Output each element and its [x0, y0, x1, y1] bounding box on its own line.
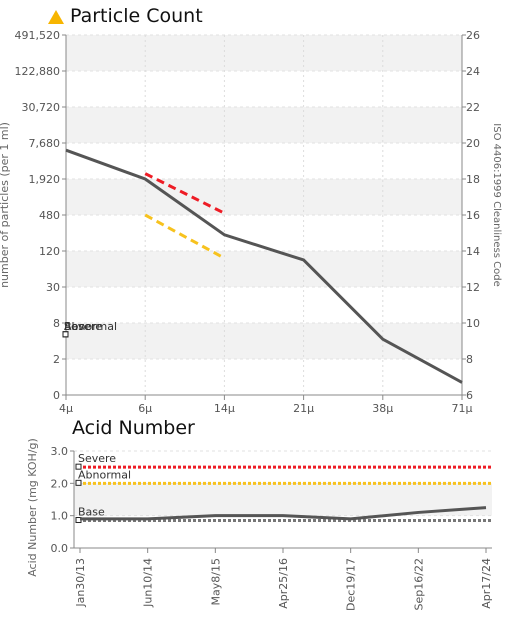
- threshold-marker-abnormal: [75, 479, 82, 486]
- x-tick-label: 71μ: [452, 402, 473, 415]
- x-tick-label: 4μ: [59, 402, 73, 415]
- y-tick-label: 30,720: [22, 101, 61, 114]
- y-tick-label: 2: [53, 353, 60, 366]
- y2-tick-label: 24: [466, 65, 480, 78]
- y2-tick-label: 8: [466, 353, 473, 366]
- x-tick-label: Jan30/13: [74, 558, 87, 608]
- acid-series-line: [80, 506, 487, 521]
- y-tick-label: 3.0: [51, 445, 69, 458]
- threshold-label-base: Base: [78, 506, 105, 519]
- acid-number-chart: Acid Number 0.0 1.0 2.0 3.0 Acid Number (mg K…: [26, 417, 493, 611]
- y-tick-label: 0: [53, 389, 60, 402]
- y2-tick-label: 20: [466, 137, 480, 150]
- limit-line-severe: [144, 172, 226, 215]
- threshold-label-severe: Severe: [78, 452, 116, 465]
- particle-count-chart: Particle Count 0 2 8 30 120 480 1,920 7,680 30,72…: [0, 5, 502, 415]
- y-tick-label: 491,520: [15, 29, 61, 42]
- x-tick-label: 38μ: [372, 402, 393, 415]
- y-tick-label: 30: [46, 281, 60, 294]
- chart-title: Particle Count: [70, 5, 203, 27]
- y-axis-title: Acid Number (mg KOH/g): [26, 438, 39, 577]
- y-tick-label: 122,880: [15, 65, 61, 78]
- y-tick-label: 480: [39, 209, 60, 222]
- x-tick-label: Apr17/24: [480, 558, 493, 609]
- y2-tick-label: 6: [466, 389, 473, 402]
- y2-tick-label: 26: [466, 29, 480, 42]
- x-tick-label: Apr25/16: [277, 558, 290, 609]
- y2-tick-label: 14: [466, 245, 480, 258]
- y-axis-title: number of particles (per 1 ml): [0, 122, 11, 288]
- grid-band: [66, 35, 462, 71]
- y-tick-label: 8: [53, 317, 60, 330]
- y2-axis-title: ISO 4406:1999 Cleanliness Code: [491, 123, 502, 286]
- y2-tick-label: 18: [466, 173, 480, 186]
- y-tick-label: 7,680: [29, 137, 61, 150]
- threshold-marker-severe: [75, 463, 82, 470]
- marker-label-base: Base: [64, 320, 91, 333]
- grid-band: [66, 251, 462, 287]
- y2-tick-label: 22: [466, 101, 480, 114]
- marker-box-base: [62, 331, 69, 338]
- y2-tick-label: 10: [466, 317, 480, 330]
- x-tick-label: May8/15: [209, 558, 222, 605]
- grid-band: [66, 179, 462, 215]
- particle-series-line: [65, 148, 463, 384]
- y-tick-label: 2.0: [51, 477, 69, 490]
- warning-triangle-icon: [48, 10, 64, 24]
- y2-tick-label: 16: [466, 209, 480, 222]
- x-tick-label: 21μ: [293, 402, 314, 415]
- x-tick-label: 14μ: [214, 402, 235, 415]
- y-tick-label: 1,920: [29, 173, 61, 186]
- limit-line-abnormal: [144, 213, 226, 260]
- y-tick-label: 0.0: [51, 542, 69, 555]
- grid-band: [74, 483, 492, 516]
- threshold-label-abnormal: Abnormal: [78, 468, 131, 481]
- x-tick-label: Sep16/22: [412, 558, 425, 610]
- chart-title: Acid Number: [72, 417, 195, 439]
- y2-tick-label: 12: [466, 281, 480, 294]
- y-tick-label: 120: [39, 245, 60, 258]
- grid-band: [66, 107, 462, 143]
- grid-band: [66, 323, 462, 359]
- x-tick-label: Dec19/17: [345, 558, 358, 611]
- x-tick-label: 6μ: [138, 402, 152, 415]
- x-tick-label: Jun10/14: [142, 558, 155, 608]
- y-tick-label: 1.0: [51, 510, 69, 523]
- marker-label-abnormal: Abnormal: [64, 320, 117, 333]
- marker-label-severe: Severe: [64, 320, 102, 333]
